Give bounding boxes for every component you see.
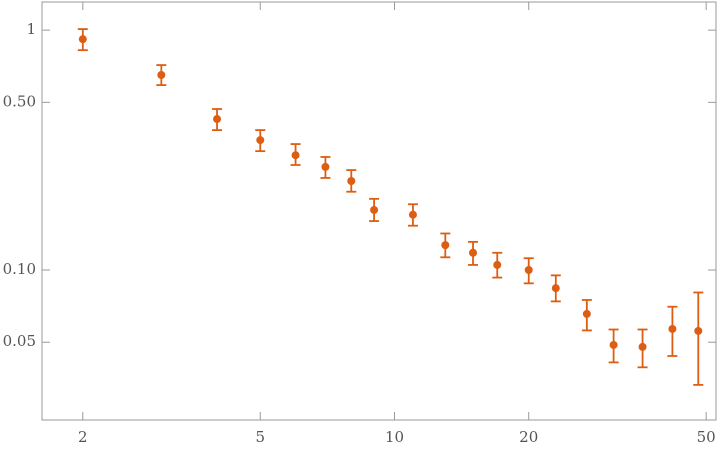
point [321, 162, 330, 171]
point [213, 115, 222, 124]
y-tick-label: 1 [26, 20, 36, 38]
point [469, 248, 478, 257]
point [408, 210, 417, 219]
y-tick-label: 0.10 [3, 260, 36, 278]
point [78, 35, 87, 44]
x-tick-label: 5 [255, 428, 265, 446]
point [668, 324, 677, 333]
point [370, 205, 379, 214]
point [291, 151, 300, 160]
plot-frame [41, 1, 717, 421]
y-tick-label: 0.05 [3, 332, 36, 350]
x-tick-label: 20 [519, 428, 538, 446]
point [524, 266, 533, 275]
point [551, 284, 560, 293]
point [638, 342, 647, 351]
point [347, 177, 356, 186]
point [582, 309, 591, 318]
x-tick-label: 10 [385, 428, 404, 446]
point [694, 326, 703, 335]
y-tick-label: 0.50 [3, 92, 36, 110]
point [609, 340, 618, 349]
point [493, 260, 502, 269]
x-tick-label: 50 [697, 428, 716, 446]
point [441, 241, 450, 250]
x-tick-label: 2 [78, 428, 88, 446]
point [157, 71, 166, 80]
point [256, 136, 265, 145]
